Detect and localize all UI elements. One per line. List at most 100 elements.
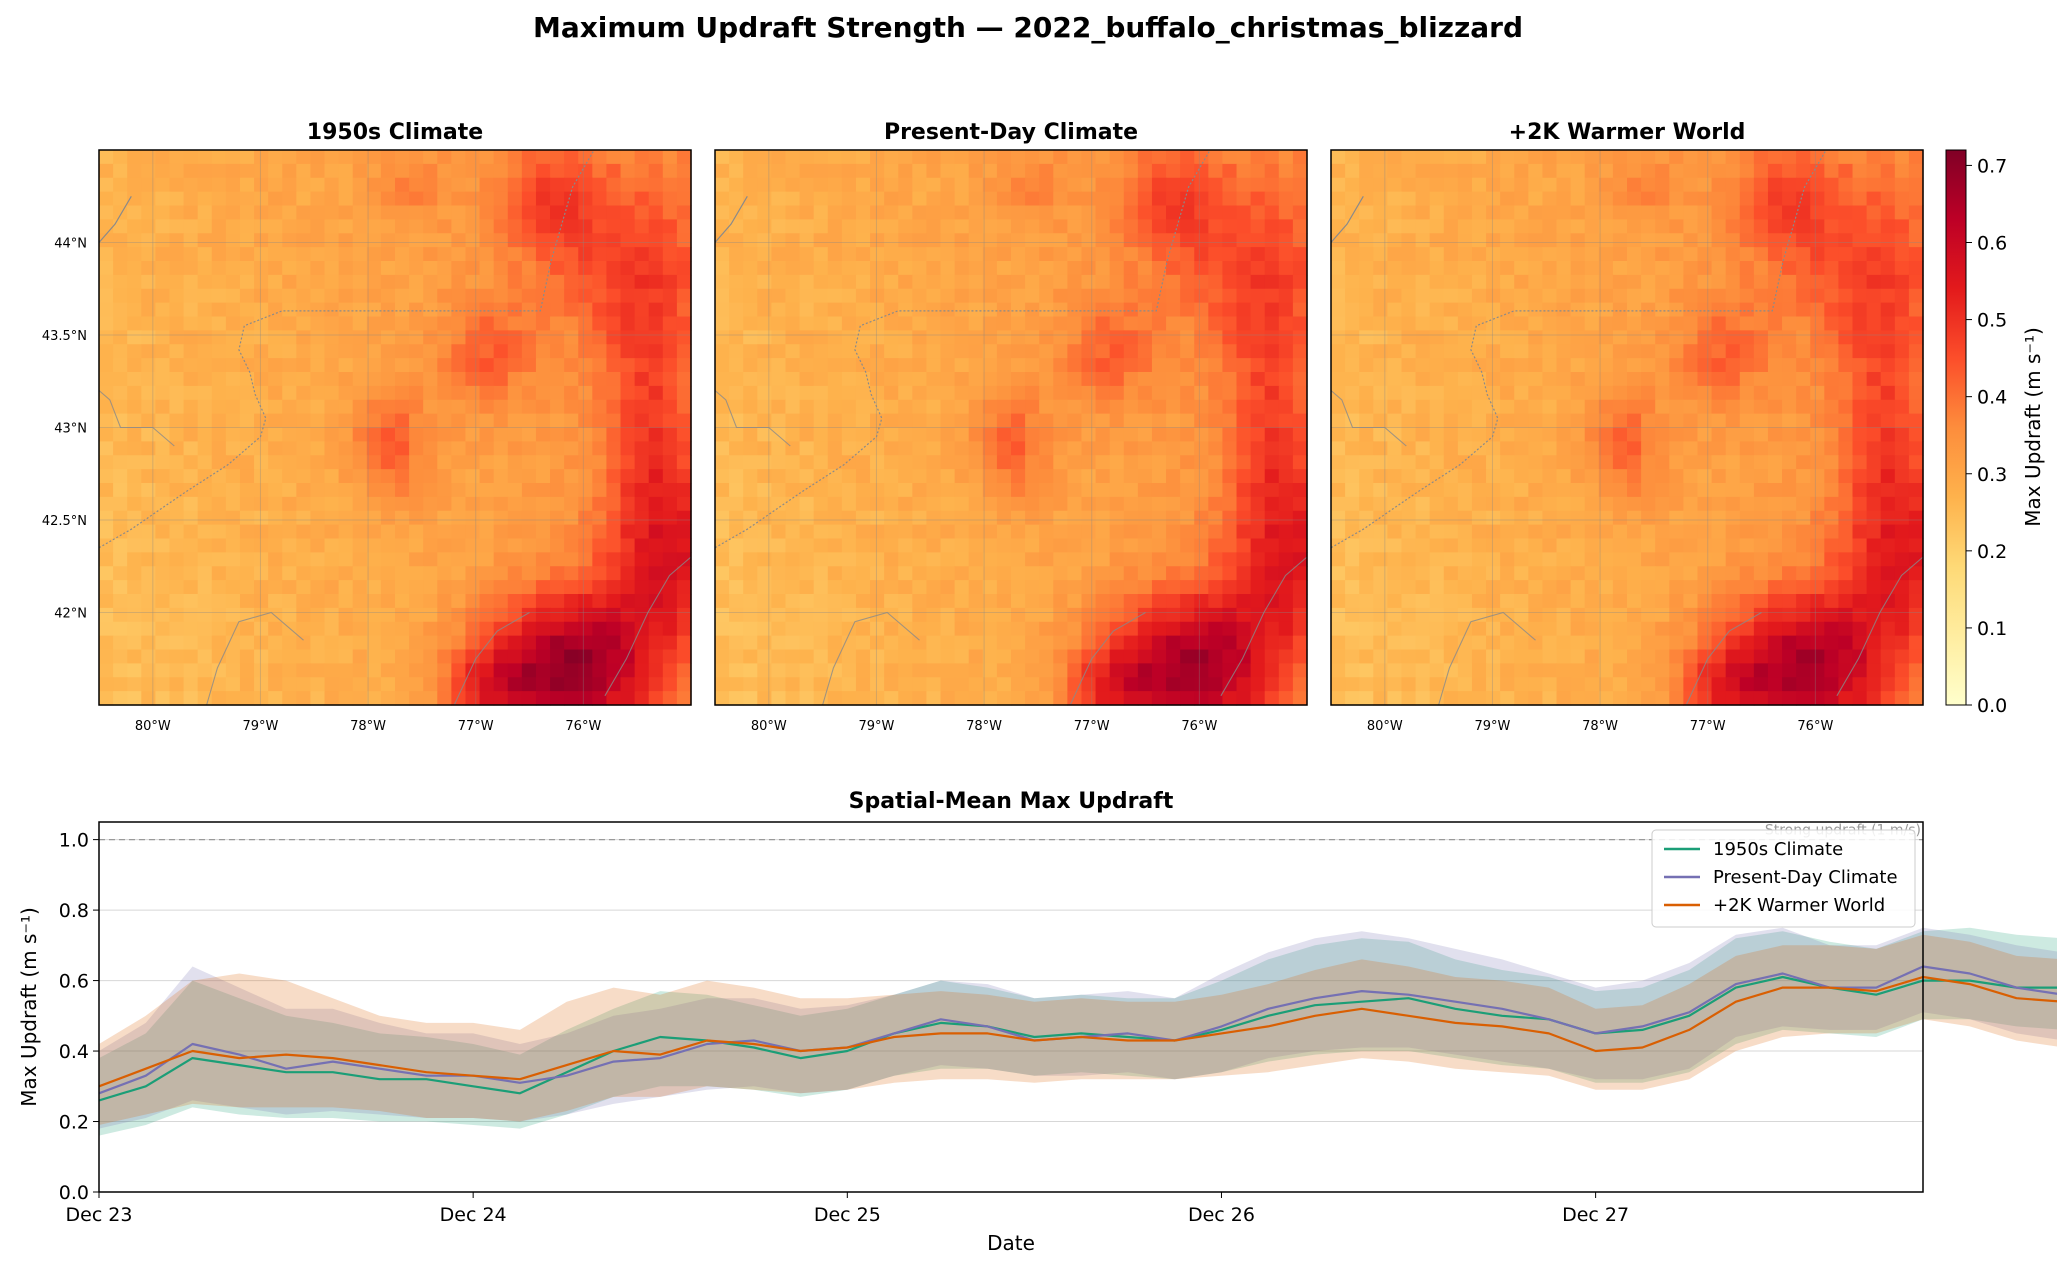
map-cell [634,191,650,207]
map-cell [169,274,185,290]
map-cell [1824,191,1840,207]
map-cell [1739,441,1755,456]
map-cell [743,538,758,553]
map-cell [1401,455,1417,470]
map-cell [1598,483,1614,498]
map-cell [1067,372,1083,387]
map-cell [648,288,664,304]
map-cell [1011,219,1026,234]
map-cell [606,385,622,401]
map-cell [380,524,396,540]
map-cell [521,150,537,165]
map-cell [155,330,171,345]
map-cell [1292,163,1308,179]
map-cell [1612,358,1628,373]
map-cell [940,302,956,318]
map-cell [1166,191,1181,207]
map-cell [1095,566,1111,581]
map-cell [1025,566,1040,581]
map-cell [437,385,452,401]
map-cell [1852,163,1868,179]
map-cell [1359,344,1374,359]
map-cell [1556,413,1572,429]
map-cell [757,677,772,692]
map-cell [1222,677,1238,692]
map-cell [926,385,942,401]
map-cell [1053,469,1068,484]
map-cell [1081,330,1097,345]
map-cell [521,385,537,401]
map-cell [841,635,857,651]
map-cell [743,455,758,470]
map-cell [1387,247,1403,262]
map-cell [1166,413,1181,429]
map-cell [366,538,382,553]
map-cell [465,316,481,331]
map-cell [254,580,269,595]
map-cell [715,524,730,540]
map-cell [1500,483,1515,498]
map-cell [183,649,199,664]
map-cell [1415,483,1431,498]
map-cell [1739,358,1755,373]
map-cell [479,607,495,623]
map-cell [479,413,495,429]
map-cell [1584,358,1600,373]
map-cell [982,288,998,304]
map-cell [1641,413,1656,429]
map-cell [1443,288,1459,304]
map-cell [1194,469,1209,484]
map-cell [1528,399,1544,415]
map-cell [1866,607,1882,623]
map-cell [1908,247,1924,262]
map-cell [606,607,622,623]
map-cell [535,621,551,637]
map-cell [1838,372,1854,387]
map-cell [968,524,984,540]
map-cell [1123,566,1139,581]
map-cell [1095,663,1111,678]
map-cell [1767,219,1783,234]
map-cell [254,330,269,345]
map-cell [141,372,156,387]
map-cell [1655,621,1670,637]
map-cell [1194,261,1209,276]
map-cell [1753,302,1769,318]
map-cell [1500,580,1515,595]
map-cell [1095,607,1111,623]
map-cell [1880,607,1896,623]
map-cell [1292,496,1308,512]
map-cell [1345,344,1360,359]
map-cell [352,385,368,401]
map-cell [1011,372,1026,387]
map-cell [1824,399,1840,415]
map-cell [352,205,368,220]
map-cell [169,649,185,664]
map-cell [813,385,829,401]
map-cell [1782,594,1797,609]
map-cell [799,205,815,220]
map-cell [982,274,998,290]
map-cell [1387,580,1403,595]
map-cell [1796,205,1811,220]
map-cell [1429,607,1445,623]
map-cell [898,191,913,207]
map-cell [1486,566,1501,581]
map-cell [982,399,998,415]
map-cell [1250,469,1266,484]
map-cell [451,455,467,470]
map-cell [1767,607,1783,623]
map-cell [592,552,608,567]
map-cell [282,399,297,415]
map-cell [926,677,942,692]
map-cell [1796,288,1811,304]
map-cell [1528,205,1544,220]
map-cell [1542,358,1558,373]
map-cell [564,455,579,470]
map-cell [1011,233,1026,248]
map-cell [324,163,340,179]
map-cell [254,247,269,262]
map-cell [884,191,899,207]
map-cell [827,621,843,637]
map-cell [1292,399,1308,415]
